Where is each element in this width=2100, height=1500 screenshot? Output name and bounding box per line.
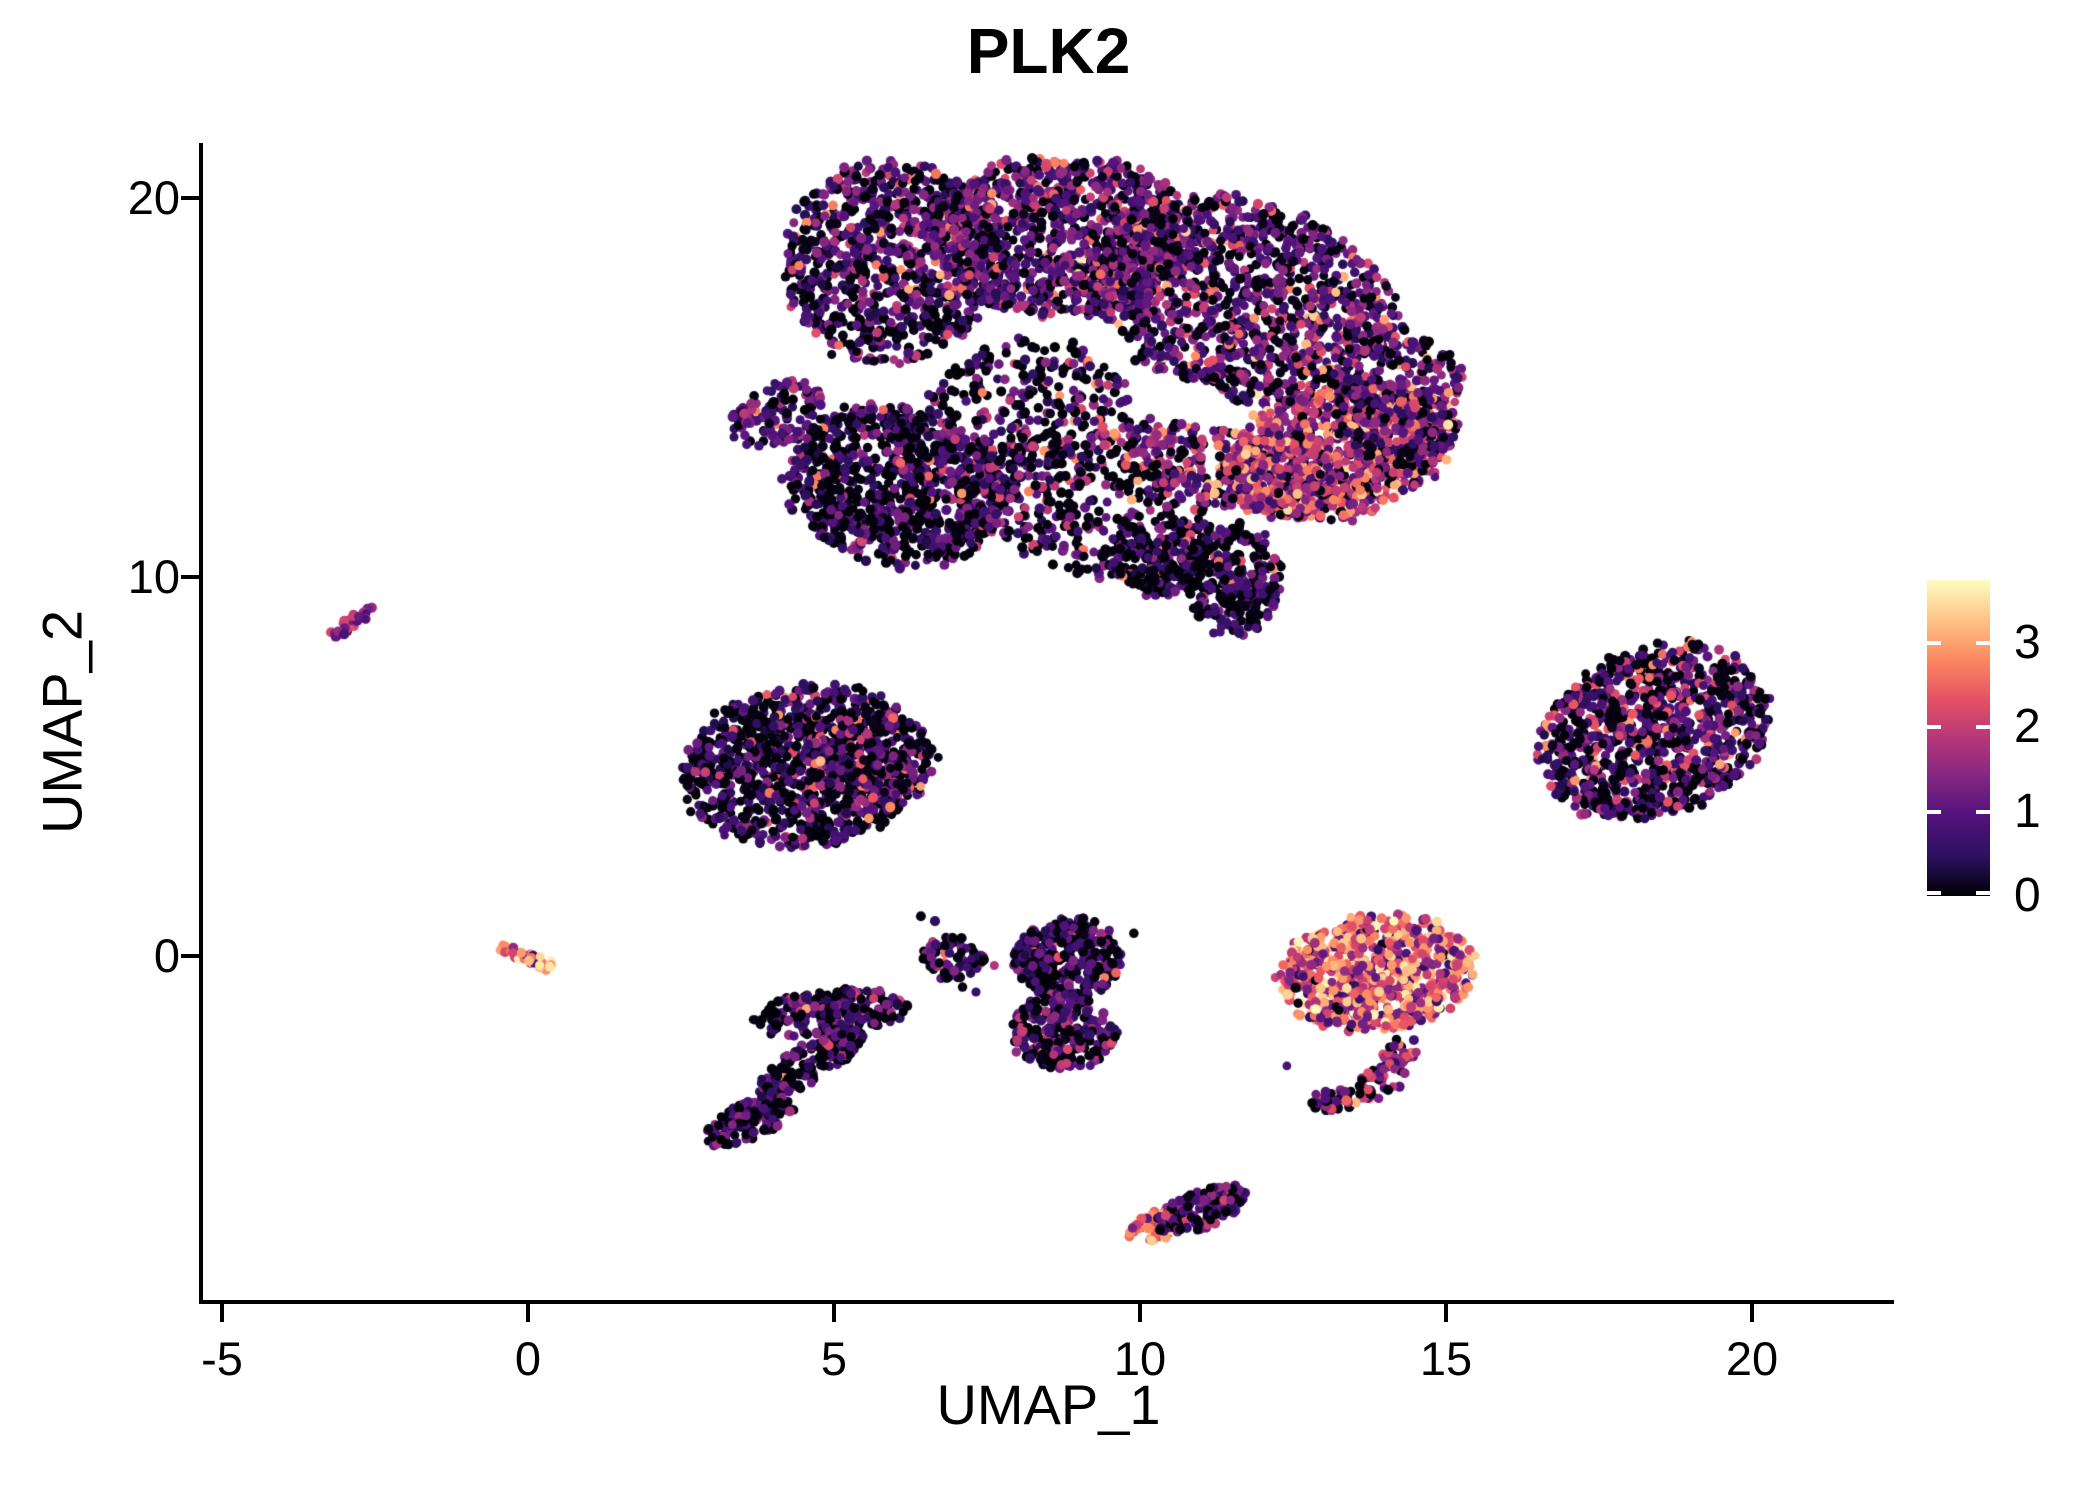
colorbar-tick-label: 0 — [2014, 869, 2041, 922]
x-tick-label: -5 — [201, 1332, 243, 1385]
x-tick-label: 20 — [1725, 1332, 1779, 1385]
y-tick-mark — [181, 954, 199, 958]
x-tick-label: 0 — [514, 1332, 542, 1385]
colorbar-tick-mark — [1927, 809, 1941, 814]
y-tick-label: 10 — [127, 550, 180, 603]
colorbar-tick-mark — [1976, 891, 1990, 895]
x-tick-label: 10 — [1113, 1332, 1167, 1385]
x-tick-mark — [1138, 1304, 1142, 1322]
x-axis-title: UMAP_1 — [936, 1373, 1161, 1436]
colorbar-tick-label: 2 — [2014, 700, 2041, 754]
x-tick-label: 5 — [820, 1332, 848, 1385]
colorbar-gradient — [1927, 580, 1990, 896]
colorbar-tick-mark — [1976, 809, 1990, 814]
y-axis-line — [199, 143, 203, 1304]
x-tick-mark — [1444, 1304, 1448, 1322]
x-tick-mark — [1750, 1304, 1754, 1322]
colorbar-tick-mark — [1976, 640, 1990, 645]
x-tick-mark — [220, 1304, 224, 1322]
colorbar-tick-label: 3 — [2014, 615, 2041, 669]
colorbar-tick-label: 1 — [2014, 784, 2041, 838]
colorbar-tick-mark — [1927, 640, 1941, 645]
x-tick-mark — [832, 1304, 836, 1322]
y-tick-label: 20 — [127, 171, 180, 224]
x-axis-line — [199, 1300, 1894, 1304]
y-tick-mark — [181, 575, 199, 579]
x-tick-mark — [526, 1304, 530, 1322]
plot-title: PLK2 — [966, 15, 1131, 87]
y-tick-label: 0 — [153, 929, 180, 982]
x-tick-label: 15 — [1419, 1332, 1473, 1385]
colorbar-tick-mark — [1976, 725, 1990, 730]
y-tick-mark — [181, 196, 199, 200]
colorbar-tick-mark — [1927, 725, 1941, 730]
y-axis-title: UMAP_2 — [30, 609, 94, 835]
colorbar-tick-mark — [1927, 891, 1941, 895]
